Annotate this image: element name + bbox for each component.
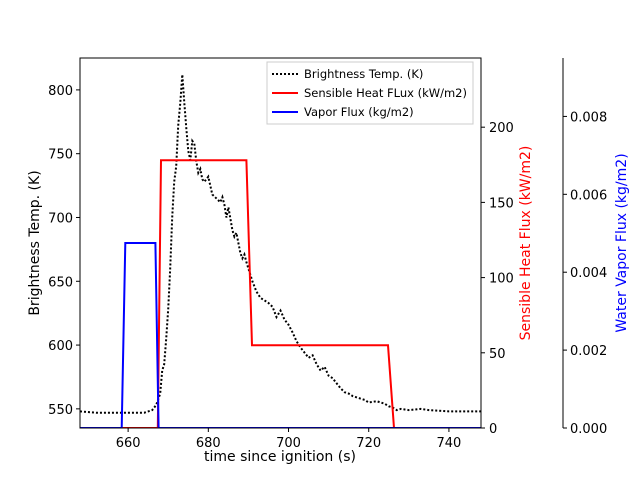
vapor-tick-label: 0.002 — [570, 344, 607, 359]
legend-box — [266, 61, 474, 125]
plot-area — [80, 74, 481, 428]
brightness-tick-label: 550 — [48, 403, 73, 418]
legend-label-brightness: Brightness Temp. (K) — [304, 67, 423, 81]
x-tick-label: 700 — [276, 436, 301, 451]
vapor-tick-label: 0.006 — [570, 188, 607, 203]
plot-frame — [79, 57, 482, 429]
x-tick-label: 740 — [437, 436, 462, 451]
brightness-tick-label: 600 — [48, 339, 73, 354]
axes: 660 680 700 720 740 550 600 650 700 750 800 0 50 100 1… — [48, 57, 607, 451]
x-tick-label: 720 — [356, 436, 381, 451]
heat-flux-axis-title: Sensible Heat Flux (kW/m2) — [518, 146, 534, 341]
heat-flux-tick-label: 100 — [489, 272, 514, 287]
x-axis-title: time since ignition (s) — [204, 449, 356, 465]
heat-flux-tick-label: 150 — [489, 196, 514, 211]
brightness-tick-label: 800 — [48, 84, 73, 99]
x-tick-label: 680 — [196, 436, 221, 451]
vapor-tick-label: 0.004 — [570, 266, 607, 281]
legend-label-heat-flux: Sensible Heat FLux (kW/m2) — [304, 86, 467, 100]
legend: Brightness Temp. (K) Sensible Heat FLux … — [266, 61, 474, 125]
brightness-tick-label: 700 — [48, 211, 73, 226]
brightness-tick-label: 650 — [48, 275, 73, 290]
brightness-tick-label: 750 — [48, 148, 73, 163]
vapor-flux-axis-title: Water Vapor Flux (kg/m2) — [614, 153, 630, 332]
series-line-brightness — [80, 74, 481, 414]
heat-flux-tick-label: 0 — [489, 422, 497, 437]
x-tick-label: 660 — [116, 436, 141, 451]
vapor-tick-label: 0.008 — [570, 110, 607, 125]
legend-label-vapor-flux: Vapor Flux (kg/m2) — [304, 105, 414, 119]
left-axis-title: Brightness Temp. (K) — [27, 170, 43, 315]
vapor-tick-label: 0.000 — [570, 422, 607, 437]
heat-flux-tick-label: 50 — [489, 347, 506, 362]
series-line-vapor — [80, 242, 481, 428]
heat-flux-tick-label: 200 — [489, 121, 514, 136]
